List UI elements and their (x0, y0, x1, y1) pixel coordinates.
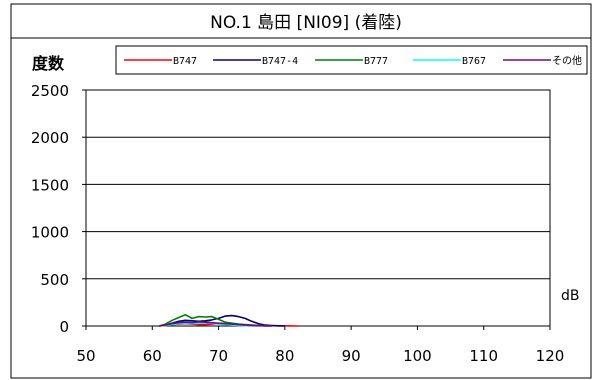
legend-label: B747 (173, 56, 197, 67)
series-line (158, 314, 285, 327)
x-tick-label: 90 (342, 347, 361, 365)
x-tick-label: 70 (209, 347, 228, 365)
chart-title: NO.1 島田 [NI09] (着陸) (210, 13, 402, 33)
y-tick-label: 1500 (31, 176, 69, 194)
x-tick-label: 110 (469, 347, 498, 365)
plot-area (85, 89, 551, 327)
series-lines (158, 313, 299, 327)
x-tick-label: 50 (76, 347, 95, 365)
legend-label: B777 (364, 56, 388, 67)
y-tick-label: 1000 (31, 224, 69, 242)
y-axis-ticks: 0 500 1000 1500 2000 2500 (31, 82, 86, 336)
y-axis-label: 度数 (32, 54, 65, 73)
legend-label: その他 (552, 54, 582, 67)
gridlines (86, 136, 550, 280)
x-axis-ticks: 50 60 70 80 90 100 110 120 (76, 326, 564, 365)
legend: B747 B747-4 B777 B767 その他 (124, 54, 582, 67)
y-tick-label: 0 (59, 318, 69, 336)
x-tick-label: 100 (403, 347, 432, 365)
x-axis-label: dB (561, 288, 580, 304)
legend-label: B747-4 (262, 56, 298, 67)
legend-label: B767 (462, 56, 486, 67)
y-tick-label: 500 (40, 271, 69, 289)
y-tick-label: 2000 (31, 129, 69, 147)
y-tick-label: 2500 (31, 82, 69, 100)
series-line (158, 320, 272, 327)
x-tick-label: 80 (275, 347, 294, 365)
x-tick-label: 120 (536, 347, 565, 365)
x-tick-label: 60 (143, 347, 162, 365)
